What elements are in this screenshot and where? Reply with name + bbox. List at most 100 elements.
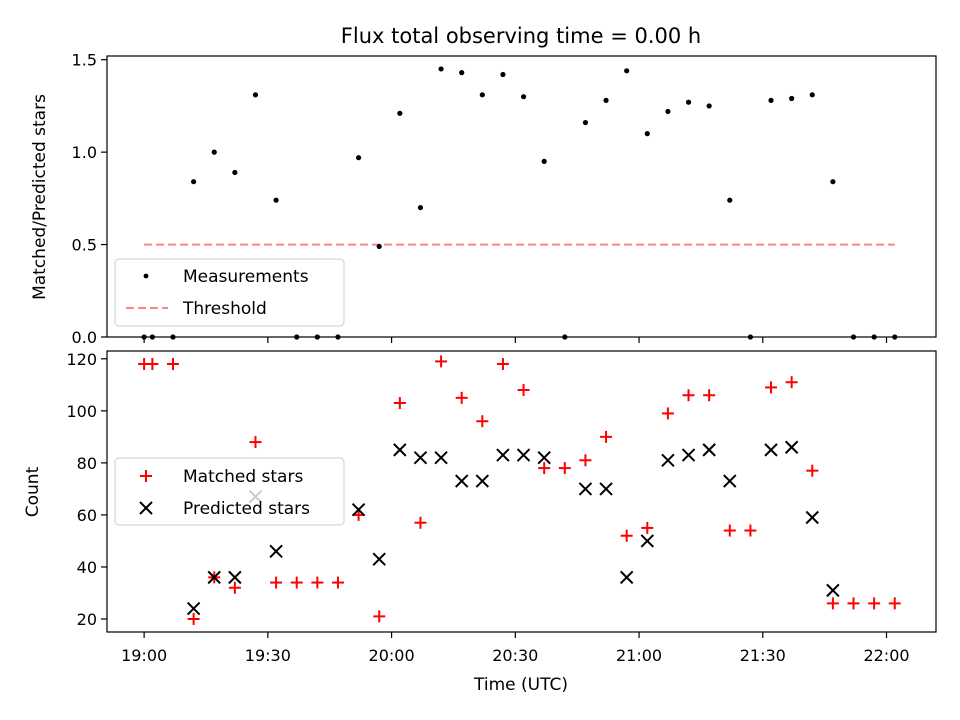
matched-stars-point xyxy=(455,391,468,404)
bottom-x-ticks: 19:00 19:30 20:00 20:30 21:00 21:30 22:00 xyxy=(121,632,910,665)
matched-stars-point xyxy=(744,524,757,537)
measurement-point xyxy=(211,149,217,155)
measurement-point xyxy=(603,97,609,103)
x-axis-label: Time (UTC) xyxy=(473,675,568,695)
matched-stars-point xyxy=(723,524,736,537)
measurement-point xyxy=(789,95,795,102)
measurement-point xyxy=(355,155,362,161)
matched-stars-point xyxy=(249,436,262,449)
x-tick-label: 21:30 xyxy=(740,646,786,665)
measurement-point xyxy=(582,119,589,126)
predicted-stars-legend-marker xyxy=(139,501,153,515)
predicted-stars-point xyxy=(207,570,221,585)
predicted-stars-point xyxy=(640,534,655,548)
bottom-y-ticks: 20 40 60 80 100 120 xyxy=(66,350,107,629)
matched-stars-legend-marker xyxy=(140,470,152,482)
measurement-point xyxy=(685,99,692,105)
matched-stars-point xyxy=(146,358,159,371)
matched-stars-point xyxy=(765,381,778,394)
matched-stars-point xyxy=(228,581,241,594)
matched-stars-point xyxy=(682,389,695,402)
matched-stars-legend-label: Matched stars xyxy=(183,467,303,487)
bottom-y-tick-label: 100 xyxy=(66,402,97,421)
matched-stars-point xyxy=(600,430,613,443)
measurement-point xyxy=(665,108,671,115)
measurement-point xyxy=(417,204,424,211)
predicted-stars-point xyxy=(702,443,716,457)
matched-stars-point xyxy=(888,597,901,610)
x-tick-label: 20:00 xyxy=(369,646,415,665)
measurement-point xyxy=(376,243,382,250)
matched-stars-point xyxy=(826,597,839,610)
predicted-stars-point xyxy=(599,482,613,496)
matched-stars-point xyxy=(806,464,819,477)
top-legend-box xyxy=(114,258,345,327)
predicted-stars-point xyxy=(537,450,551,465)
top-legend: Measurements Threshold xyxy=(114,258,345,327)
measurement-point xyxy=(232,169,238,176)
predicted-stars-point xyxy=(681,448,696,462)
predicted-stars-point xyxy=(351,503,366,517)
measurement-point xyxy=(191,179,197,185)
measurement-point xyxy=(830,179,836,185)
predicted-stars-point xyxy=(516,448,531,462)
matched-stars-point xyxy=(538,462,551,475)
matched-stars-point xyxy=(166,358,179,371)
predicted-stars-point xyxy=(269,544,283,559)
predicted-stars-point xyxy=(434,450,448,465)
matched-stars-point xyxy=(270,576,283,589)
measurement-point xyxy=(809,92,815,98)
predicted-stars-point xyxy=(228,570,242,585)
measurement-point xyxy=(644,131,650,137)
matched-stars-point xyxy=(620,529,633,542)
chart-title: Flux total observing time = 0.00 h xyxy=(341,24,701,48)
matched-stars-point xyxy=(373,610,386,623)
matched-stars-point xyxy=(847,597,860,610)
top-x-ticks xyxy=(143,337,888,343)
bottom-y-tick-label: 60 xyxy=(77,506,97,525)
matched-stars-point xyxy=(331,576,344,589)
predicted-stars-point xyxy=(805,510,819,525)
matched-stars-point xyxy=(868,597,881,610)
bottom-legend-box xyxy=(114,457,345,526)
matched-stars-point xyxy=(187,612,200,625)
top-plot-area xyxy=(141,66,898,340)
measurement-point xyxy=(706,103,712,109)
measurements-legend-label: Measurements xyxy=(183,267,309,287)
measurements-legend-marker xyxy=(143,273,149,279)
measurement-point xyxy=(768,97,774,103)
matched-stars-point xyxy=(290,576,303,589)
top-y-tick-label: 0.5 xyxy=(72,236,97,255)
top-y-tick-label: 1.5 xyxy=(72,51,97,70)
predicted-stars-point xyxy=(578,482,593,496)
x-tick-label: 20:30 xyxy=(492,646,538,665)
predicted-stars-point xyxy=(413,450,428,465)
matched-stars-point xyxy=(414,516,427,529)
predicted-stars-point xyxy=(475,474,490,488)
matched-stars-point xyxy=(785,376,798,389)
bottom-y-tick-label: 120 xyxy=(66,350,97,369)
top-axes-frame xyxy=(106,55,937,338)
bottom-y-axis-label: Count xyxy=(23,466,43,517)
measurement-point xyxy=(397,110,403,116)
x-tick-label: 21:00 xyxy=(616,646,662,665)
matched-stars-point xyxy=(558,462,571,475)
predicted-stars-legend-label: Predicted stars xyxy=(183,499,310,519)
measurement-point xyxy=(459,70,465,76)
bottom-axes-frame xyxy=(106,350,937,633)
measurement-point xyxy=(520,94,527,100)
bottom-y-tick-label: 20 xyxy=(77,610,97,629)
x-tick-label: 22:00 xyxy=(863,646,909,665)
predicted-stars-point xyxy=(661,453,675,467)
bottom-panel: 20 40 60 80 100 120 19:00 19:30 20:00 20:30 21:00… xyxy=(23,350,937,695)
measurement-point xyxy=(273,197,279,203)
matched-stars-point xyxy=(661,407,674,420)
predicted-stars-point xyxy=(723,474,737,488)
top-y-ticks: 0.0 0.5 1.0 1.5 xyxy=(72,51,107,347)
bottom-y-tick-label: 80 xyxy=(77,454,97,473)
measurement-point xyxy=(727,197,733,203)
matched-stars-point xyxy=(496,358,509,371)
predicted-stars-point xyxy=(454,474,469,488)
top-y-axis-label: Matched/Predicted stars xyxy=(30,94,50,300)
